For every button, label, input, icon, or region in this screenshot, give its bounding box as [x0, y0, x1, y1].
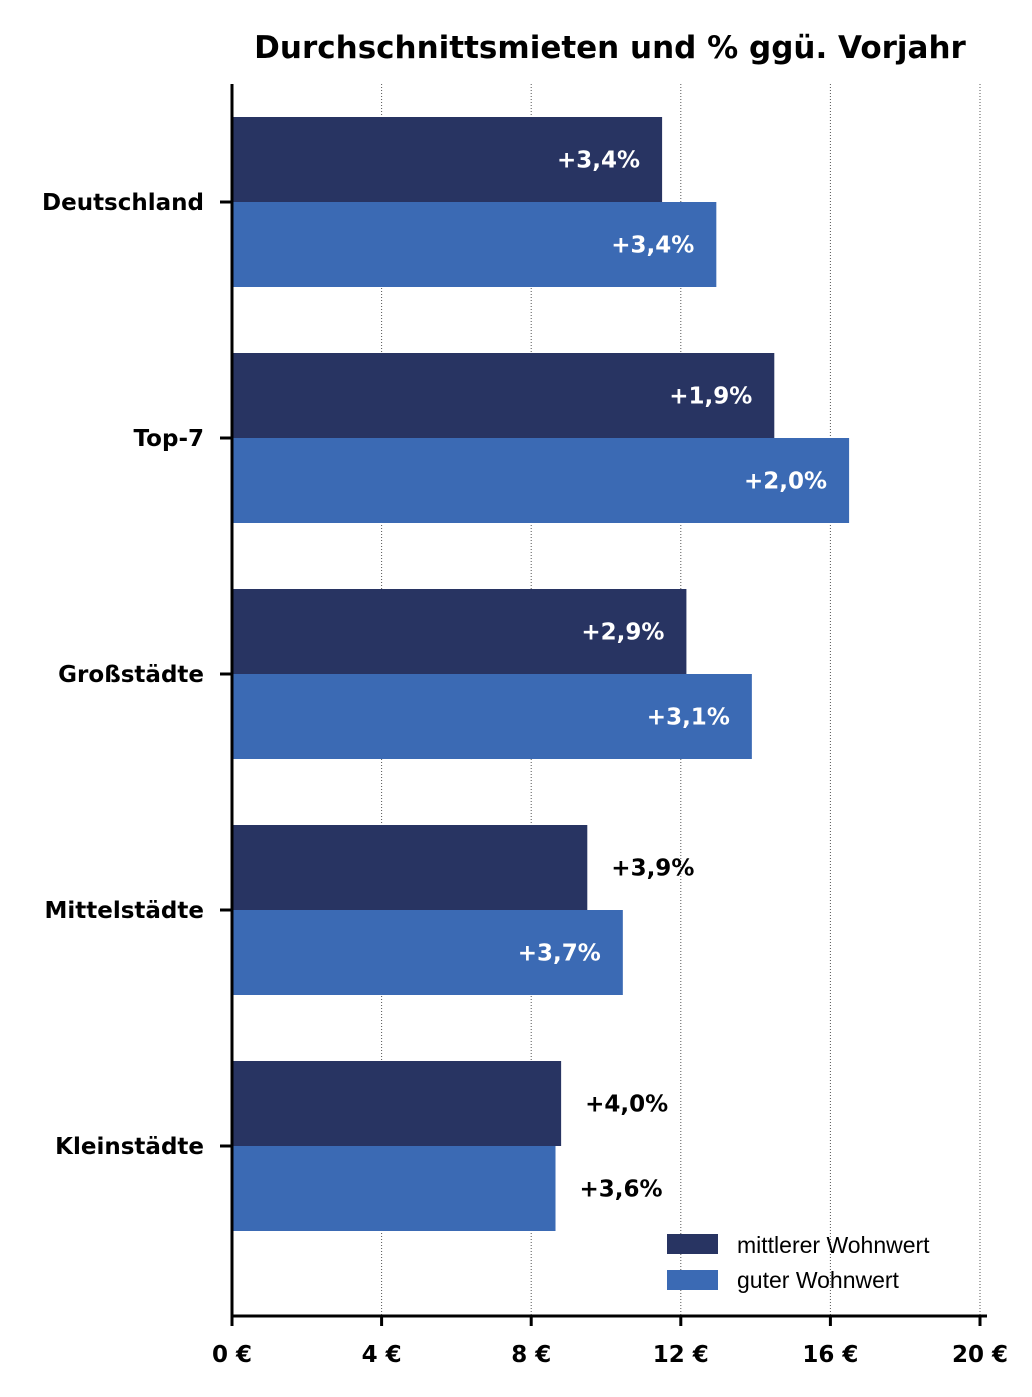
category-label-2: Großstädte: [58, 662, 204, 688]
bar-mittlerer-2: [232, 589, 687, 674]
bar-mittlerer-0: [232, 117, 663, 202]
data-label-guter-4: +3,6%: [580, 1177, 663, 1203]
bar-mittlerer-1: [232, 353, 775, 438]
x-tick-label-1: 4 €: [362, 1342, 402, 1368]
data-label-guter-3: +3,7%: [518, 941, 601, 967]
bar-guter-3: [232, 910, 623, 995]
axes: [220, 84, 987, 1326]
bar-guter-0: [232, 202, 717, 287]
x-tick-label-0: 0 €: [212, 1342, 252, 1368]
legend-label-mittlerer: mittlerer Wohnwert: [737, 1232, 930, 1258]
category-label-1: Top-7: [134, 426, 204, 452]
data-label-guter-1: +2,0%: [744, 469, 827, 495]
data-label-guter-2: +3,1%: [647, 705, 730, 731]
data-label-mittlerer-2: +2,9%: [581, 620, 664, 646]
data-label-mittlerer-3: +3,9%: [611, 856, 694, 882]
legend-swatch-guter: [667, 1270, 718, 1290]
bar-guter-4: [232, 1146, 556, 1231]
x-tick-label-5: 20 €: [952, 1342, 1008, 1368]
bar-mittlerer-3: [232, 825, 588, 910]
x-tick-labels: 0 € 4 € 8 € 12 € 16 € 20 €: [212, 1342, 1008, 1368]
x-tick-label-4: 16 €: [802, 1342, 858, 1368]
legend: mittlerer Wohnwert guter Wohnwert: [667, 1232, 930, 1293]
bar-mittlerer-4: [232, 1061, 562, 1146]
bar-guter-2: [232, 674, 752, 759]
x-tick-label-3: 12 €: [653, 1342, 709, 1368]
category-labels: Deutschland Top-7 Großstädte Mittelstädte Kl…: [42, 190, 204, 1160]
legend-label-guter: guter Wohnwert: [737, 1267, 900, 1293]
chart-title: Durchschnittsmieten und % ggü. Vorjahr: [254, 30, 966, 66]
data-label-mittlerer-0: +3,4%: [557, 148, 640, 174]
legend-swatch-mittlerer: [667, 1234, 718, 1254]
data-labels: +3,4% +3,4% +1,9% +2,0% +2,9% +3,1% +3,9% +3,7%…: [518, 148, 827, 1203]
bars: [232, 117, 850, 1231]
data-label-guter-0: +3,4%: [611, 233, 694, 259]
data-label-mittlerer-4: +4,0%: [585, 1092, 668, 1118]
x-tick-label-2: 8 €: [511, 1342, 551, 1368]
category-label-0: Deutschland: [42, 190, 204, 216]
data-label-mittlerer-1: +1,9%: [669, 384, 752, 410]
category-label-3: Mittelstädte: [44, 898, 204, 924]
bar-guter-1: [232, 438, 850, 523]
category-label-4: Kleinstädte: [55, 1134, 204, 1160]
